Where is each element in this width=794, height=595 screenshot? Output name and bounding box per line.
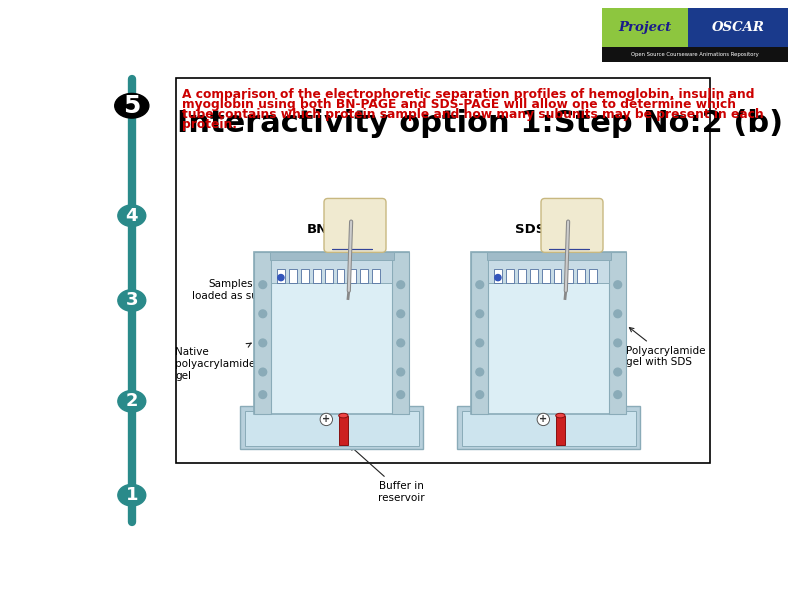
Text: Interactivity option 1:Step No:2 (b): Interactivity option 1:Step No:2 (b) [177, 109, 783, 138]
Bar [530, 270, 538, 283]
Bar [339, 415, 348, 445]
Bar [609, 252, 626, 414]
Text: +: + [539, 415, 547, 424]
Circle shape [397, 391, 405, 399]
Circle shape [397, 368, 405, 376]
Text: 2: 2 [125, 392, 138, 411]
FancyBboxPatch shape [324, 199, 386, 252]
Bar [565, 270, 573, 283]
Circle shape [259, 368, 267, 376]
Text: 4: 4 [125, 206, 138, 225]
Ellipse shape [118, 290, 146, 311]
Text: Project: Project [619, 21, 672, 34]
Circle shape [614, 391, 622, 399]
Text: BN-PAGE: BN-PAGE [306, 223, 372, 236]
Text: Polyacrylamide
gel with SDS: Polyacrylamide gel with SDS [626, 328, 706, 367]
Bar [372, 270, 380, 283]
Text: 3: 3 [125, 292, 138, 309]
Bar [518, 270, 526, 283]
Circle shape [614, 310, 622, 318]
Circle shape [476, 281, 484, 289]
Circle shape [259, 339, 267, 347]
Ellipse shape [118, 390, 146, 412]
Bar [602, 8, 688, 47]
Circle shape [614, 281, 622, 289]
Circle shape [476, 391, 484, 399]
Bar [277, 270, 285, 283]
Text: myoglobin using both BN-PAGE and SDS-PAGE will allow one to determine which: myoglobin using both BN-PAGE and SDS-PAG… [183, 98, 736, 111]
Bar [301, 270, 309, 283]
Circle shape [397, 281, 405, 289]
Circle shape [476, 310, 484, 318]
Bar [245, 411, 418, 446]
Bar [270, 252, 394, 260]
Bar [272, 258, 392, 283]
Ellipse shape [118, 484, 146, 506]
Bar [392, 252, 409, 414]
Circle shape [495, 274, 501, 281]
Text: Samples
loaded as such: Samples loaded as such [192, 279, 294, 301]
Circle shape [614, 339, 622, 347]
Bar [254, 252, 272, 414]
Text: Samples mixed
with SDS and
DTT: Samples mixed with SDS and DTT [479, 268, 559, 301]
Bar [688, 8, 788, 47]
Bar [360, 270, 368, 283]
Text: 1: 1 [125, 486, 138, 504]
Text: tube contains which protein sample and how many subunits may be present in each: tube contains which protein sample and h… [183, 108, 764, 121]
Bar [254, 252, 409, 414]
Bar [337, 270, 345, 283]
Bar [494, 270, 502, 283]
Circle shape [259, 391, 267, 399]
Bar [349, 270, 357, 283]
Circle shape [320, 414, 333, 425]
Bar [488, 258, 609, 283]
Bar [472, 252, 488, 414]
Bar [325, 270, 333, 283]
Bar [241, 406, 423, 449]
Bar [556, 415, 565, 445]
Bar [589, 270, 597, 283]
Bar [577, 270, 585, 283]
Bar [506, 270, 514, 283]
Circle shape [476, 339, 484, 347]
Text: Native
polyacrylamide
gel: Native polyacrylamide gel [175, 343, 256, 381]
Bar [542, 270, 549, 283]
Text: +: + [322, 415, 330, 424]
Circle shape [397, 339, 405, 347]
Bar [462, 411, 635, 446]
Ellipse shape [115, 93, 148, 118]
Bar [472, 252, 626, 414]
Circle shape [537, 414, 549, 425]
Circle shape [278, 274, 284, 281]
Circle shape [614, 368, 622, 376]
Bar [487, 252, 611, 260]
Circle shape [476, 368, 484, 376]
Bar [457, 406, 640, 449]
Text: A comparison of the electrophoretic separation profiles of hemoglobin, insulin a: A comparison of the electrophoretic sepa… [183, 87, 755, 101]
Ellipse shape [556, 414, 565, 418]
Bar [313, 270, 321, 283]
Bar [602, 47, 788, 62]
Text: protein.: protein. [183, 118, 237, 130]
Text: Buffer in
reservoir: Buffer in reservoir [350, 446, 425, 503]
Bar [176, 79, 710, 463]
Bar [553, 270, 561, 283]
Circle shape [397, 310, 405, 318]
Text: OSCAR: OSCAR [711, 21, 765, 34]
Ellipse shape [339, 414, 348, 418]
Text: SDS-PAGE: SDS-PAGE [515, 223, 590, 236]
FancyBboxPatch shape [541, 199, 603, 252]
Text: 5: 5 [123, 94, 141, 118]
Bar [289, 270, 297, 283]
Text: Open Source Courseware Animations Repository: Open Source Courseware Animations Reposi… [631, 52, 759, 57]
Ellipse shape [118, 205, 146, 227]
Circle shape [259, 310, 267, 318]
Circle shape [259, 281, 267, 289]
